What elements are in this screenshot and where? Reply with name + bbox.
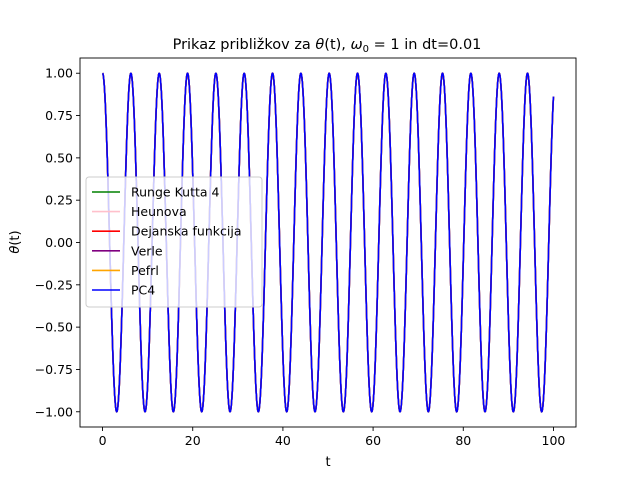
legend-label: Verle bbox=[131, 243, 163, 258]
legend: Runge Kutta 4 Heunova Dejanska funkcija Ver… bbox=[85, 176, 263, 308]
x-tick-label: 80 bbox=[455, 433, 471, 448]
series-line-6 bbox=[101, 72, 555, 413]
x-tick-label: 40 bbox=[275, 433, 291, 448]
y-tick-label: 0.75 bbox=[45, 108, 73, 123]
series-lines bbox=[101, 72, 555, 413]
y-axis-label-theta: θ bbox=[8, 246, 23, 254]
y-tick-label: −1.00 bbox=[35, 404, 73, 419]
y-tick-label: 0.25 bbox=[45, 193, 73, 208]
y-tick-label: 0.50 bbox=[45, 150, 73, 165]
x-axis-label: t bbox=[325, 455, 330, 470]
y-tick-label: −0.75 bbox=[35, 362, 73, 377]
title-subscript: 0 bbox=[363, 44, 369, 55]
y-tick-label: 1.00 bbox=[45, 66, 73, 81]
x-axis-ticks: 0 20 40 60 80 100 bbox=[99, 427, 566, 448]
y-axis-label: θ(t) bbox=[8, 230, 23, 253]
x-tick-label: 0 bbox=[99, 433, 107, 448]
legend-box bbox=[85, 176, 263, 308]
y-tick-label: 0.00 bbox=[45, 235, 73, 250]
y-axis-ticks: −1.00 −0.75 −0.50 −0.25 0.00 0.25 0.50 0.75 1.00 bbox=[35, 66, 80, 419]
y-tick-label: −0.50 bbox=[35, 320, 73, 335]
y-axis-label-t: (t) bbox=[8, 230, 23, 245]
y-tick-label: −0.25 bbox=[35, 277, 73, 292]
x-tick-label: 60 bbox=[365, 433, 381, 448]
chart-title: Prikaz približkov za θ(t), ω0 = 1 in dt=… bbox=[173, 37, 482, 55]
title-theta: θ bbox=[315, 37, 324, 53]
legend-label: Runge Kutta 4 bbox=[131, 185, 219, 200]
title-omega: ω bbox=[351, 37, 363, 53]
title-suffix: = 1 in dt=0.01 bbox=[369, 37, 481, 53]
title-t: (t), bbox=[324, 37, 350, 53]
legend-label: PC4 bbox=[131, 283, 155, 298]
legend-label: Dejanska funkcija bbox=[131, 224, 242, 239]
legend-label: Pefrl bbox=[131, 263, 159, 278]
title-prefix: Prikaz približkov za bbox=[173, 37, 316, 53]
x-tick-label: 20 bbox=[185, 433, 201, 448]
legend-label: Heunova bbox=[131, 204, 187, 219]
x-tick-label: 100 bbox=[542, 433, 566, 448]
